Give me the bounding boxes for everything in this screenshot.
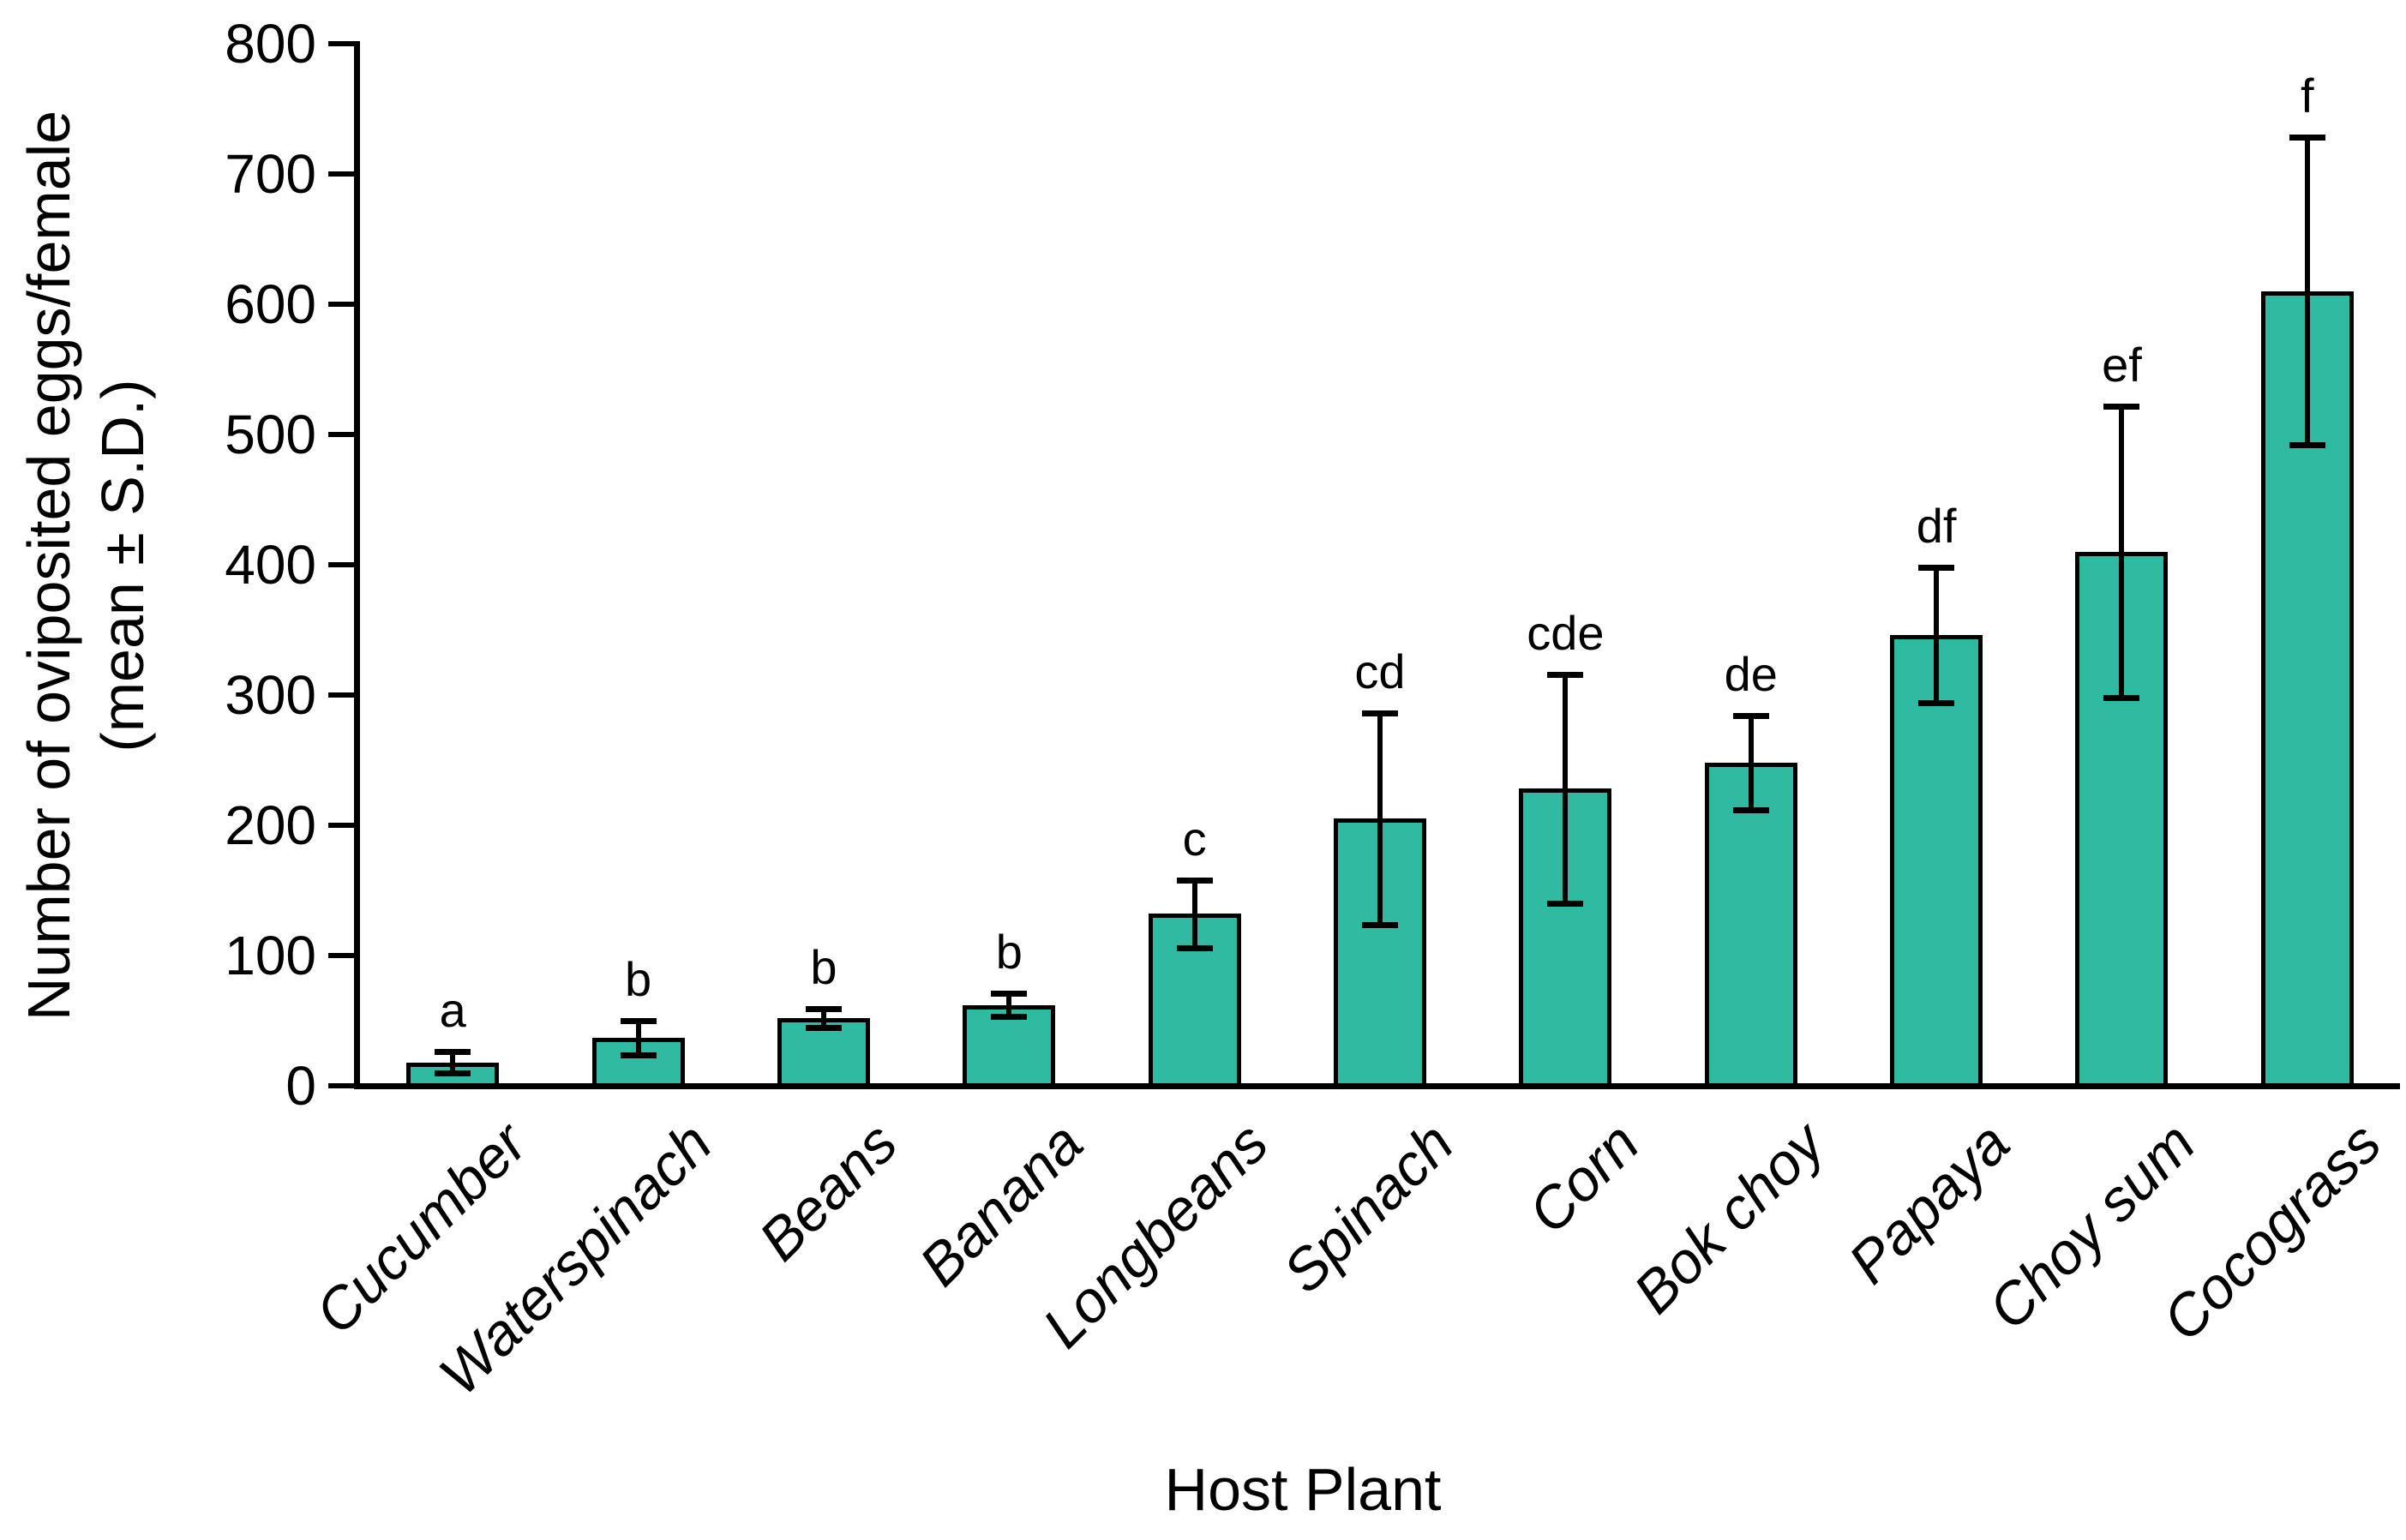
error-bar <box>1006 993 1012 1017</box>
error-bar <box>635 1021 641 1055</box>
sig-letter: de <box>1724 647 1778 702</box>
x-tick-label: Spinach <box>1270 1110 1467 1306</box>
y-tick-label: 500 <box>225 404 316 465</box>
error-bar-cap-top <box>1918 565 1955 572</box>
x-tick-label: Bok choy <box>1621 1110 1838 1327</box>
error-bar-cap-top <box>991 991 1028 998</box>
y-axis-tick <box>328 171 354 177</box>
error-bar-cap-top <box>435 1049 471 1056</box>
x-tick-label: Beans <box>747 1110 910 1273</box>
y-tick-label: 0 <box>285 1055 316 1117</box>
error-bar-cap-bottom <box>1362 921 1398 928</box>
x-tick-label: Corn <box>1515 1110 1652 1246</box>
y-tick-label: 300 <box>225 664 316 726</box>
error-bar <box>1563 674 1569 904</box>
error-bar <box>450 1052 456 1073</box>
sig-letter: a <box>439 983 466 1038</box>
y-axis-tick <box>328 562 354 567</box>
y-tick-label: 700 <box>225 143 316 205</box>
error-bar <box>1191 879 1197 948</box>
error-bar-cap-top <box>1547 671 1584 678</box>
sig-letter: c <box>1182 811 1207 866</box>
error-bar-cap-top <box>1362 710 1398 717</box>
sig-letter: df <box>1916 499 1957 554</box>
y-tick-label: 600 <box>225 273 316 335</box>
y-axis-tick <box>328 432 354 437</box>
x-tick-label: Papaya <box>1836 1110 2023 1297</box>
error-bar <box>1748 716 1754 810</box>
y-tick-label: 800 <box>225 13 316 75</box>
error-bar-cap-top <box>2103 403 2140 410</box>
y-axis-line <box>354 41 360 1088</box>
x-tick-label: Banana <box>907 1110 1095 1299</box>
y-axis-tick <box>328 692 354 698</box>
error-bar-cap-bottom <box>991 1014 1028 1021</box>
sig-letter: cde <box>1527 605 1605 660</box>
error-bar-cap-top <box>805 1006 842 1013</box>
error-bar-cap-bottom <box>620 1052 657 1058</box>
sig-letter: ef <box>2102 337 2142 392</box>
bar <box>963 1004 1056 1088</box>
error-bar <box>820 1009 826 1028</box>
bar <box>1334 818 1426 1088</box>
sig-letter: b <box>624 952 652 1006</box>
error-bar-cap-top <box>1176 877 1213 884</box>
error-bar-cap-bottom <box>805 1024 842 1031</box>
sig-letter: cd <box>1354 644 1406 699</box>
y-tick-label: 100 <box>225 925 316 986</box>
error-bar <box>1377 713 1383 925</box>
y-tick-label: 400 <box>225 534 316 596</box>
y-axis-tick <box>328 302 354 307</box>
y-axis-tick <box>328 41 354 46</box>
y-axis-tick <box>328 823 354 828</box>
error-bar-cap-top <box>1732 713 1769 720</box>
error-bar <box>2304 137 2310 446</box>
error-bar-cap-bottom <box>1732 806 1769 813</box>
y-axis-tick <box>328 953 354 958</box>
y-tick-label: 200 <box>225 794 316 856</box>
error-bar-cap-bottom <box>2103 695 2140 702</box>
bar <box>1704 763 1797 1088</box>
sig-letter: f <box>2301 69 2314 123</box>
error-bar <box>1934 567 1940 704</box>
error-bar-cap-top <box>620 1018 657 1024</box>
error-bar-cap-top <box>2289 135 2325 141</box>
error-bar-cap-bottom <box>435 1070 471 1076</box>
sig-letter: b <box>810 940 837 995</box>
error-bar-cap-bottom <box>2289 442 2325 449</box>
sig-letter: b <box>995 925 1023 980</box>
error-bar <box>2119 405 2125 698</box>
y-axis-tick <box>328 1083 354 1088</box>
error-bar-cap-bottom <box>1547 901 1584 908</box>
error-bar-cap-bottom <box>1176 944 1213 951</box>
x-axis-title: Host Plant <box>1164 1456 1442 1523</box>
error-bar-cap-bottom <box>1918 700 1955 707</box>
